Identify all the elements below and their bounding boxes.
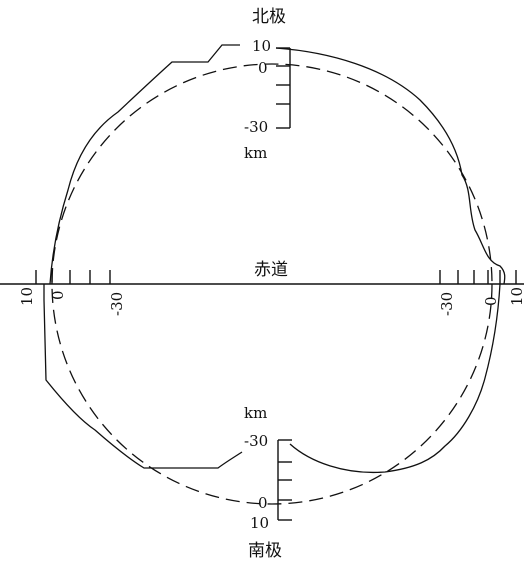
right-scale: -30 0 10 — [438, 270, 524, 316]
geoid-profile-south-east — [289, 283, 501, 474]
left-scale-tick-0: 0 — [49, 290, 67, 300]
bottom-scale-unit: km — [244, 404, 267, 422]
south-pole-label: 南极 — [248, 541, 282, 561]
bottom-scale-tick-neg30: -30 — [244, 432, 268, 450]
right-scale-tick-neg30: -30 — [438, 292, 456, 316]
equator-label: 赤道 — [254, 260, 288, 280]
reference-ellipsoid-circle — [51, 63, 493, 505]
top-scale: 10 0 -30 km — [244, 37, 291, 162]
left-scale-tick-neg30: -30 — [108, 292, 126, 316]
top-scale-tick-neg30: -30 — [244, 118, 268, 136]
top-scale-tick-0: 0 — [258, 59, 268, 77]
bottom-scale: km -30 0 10 — [244, 404, 292, 532]
top-scale-unit: km — [244, 144, 267, 162]
top-scale-tick-10: 10 — [252, 37, 271, 55]
right-scale-tick-0: 0 — [482, 296, 500, 306]
left-scale: 10 0 -30 — [18, 270, 126, 316]
right-scale-tick-10: 10 — [508, 287, 524, 306]
north-pole-label: 北极 — [252, 7, 286, 27]
bottom-scale-tick-0: 0 — [258, 494, 268, 512]
geoid-profile-south-west — [43, 284, 243, 469]
geoid-profile-north-east — [275, 47, 506, 285]
bottom-scale-tick-10: 10 — [250, 514, 269, 532]
geoid-profile-north — [49, 44, 240, 285]
left-scale-tick-10: 10 — [18, 287, 36, 306]
